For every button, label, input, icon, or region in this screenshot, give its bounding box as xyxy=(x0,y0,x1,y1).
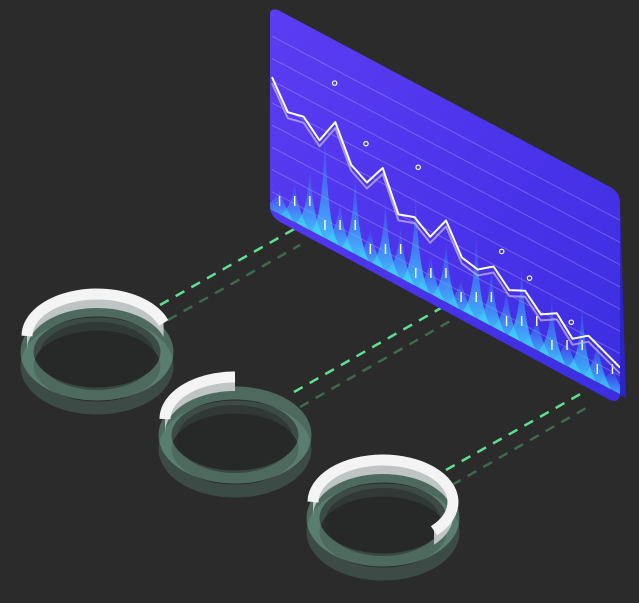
panel-marker xyxy=(498,248,505,255)
connector-lines xyxy=(159,226,587,487)
dashed-connector-line xyxy=(159,226,297,307)
panel-grid-line xyxy=(271,80,620,266)
panel-marker xyxy=(526,275,533,281)
dashed-connector-line xyxy=(445,390,585,472)
panel-spike xyxy=(341,171,369,262)
ring-2 xyxy=(158,371,312,498)
ring-glow xyxy=(20,303,174,401)
progress-ring-icon xyxy=(21,288,169,337)
ring-inner xyxy=(39,322,155,390)
dashed-connector-line xyxy=(167,243,301,322)
progress-ring-icon xyxy=(159,371,236,420)
panel-spike xyxy=(538,297,566,366)
panel-marker xyxy=(568,319,575,326)
ring-progress-side xyxy=(165,377,235,433)
progress-ring-icon xyxy=(307,454,459,536)
panel-grid-line xyxy=(271,58,620,243)
panel-spike xyxy=(371,197,400,278)
panel-line-series xyxy=(271,82,620,375)
panel-chart-content xyxy=(270,35,620,398)
dashed-connector-line xyxy=(451,406,587,487)
panel-spike xyxy=(598,369,620,398)
panel-grid-line xyxy=(271,35,620,221)
ring-glow xyxy=(158,386,312,484)
ring-progress-side xyxy=(27,294,164,350)
panel-marker xyxy=(415,164,421,171)
panel-spike xyxy=(311,130,339,246)
panel-spike xyxy=(462,232,490,326)
ring-1 xyxy=(20,288,174,415)
panel-marker xyxy=(331,80,338,86)
panel-grid-line xyxy=(271,124,620,310)
dashed-connector-line xyxy=(293,302,449,394)
ring-inner xyxy=(177,405,293,473)
panel-spike xyxy=(508,264,536,350)
panel-line-series xyxy=(271,76,620,369)
panel-marker xyxy=(363,140,369,147)
progress-rings xyxy=(20,288,460,581)
dashed-connector-line xyxy=(299,318,453,409)
ring-inner xyxy=(325,488,441,556)
ring-progress-side xyxy=(313,460,453,545)
panel-spike xyxy=(402,190,430,294)
chart-panel xyxy=(270,9,626,401)
ring-3 xyxy=(306,454,460,581)
